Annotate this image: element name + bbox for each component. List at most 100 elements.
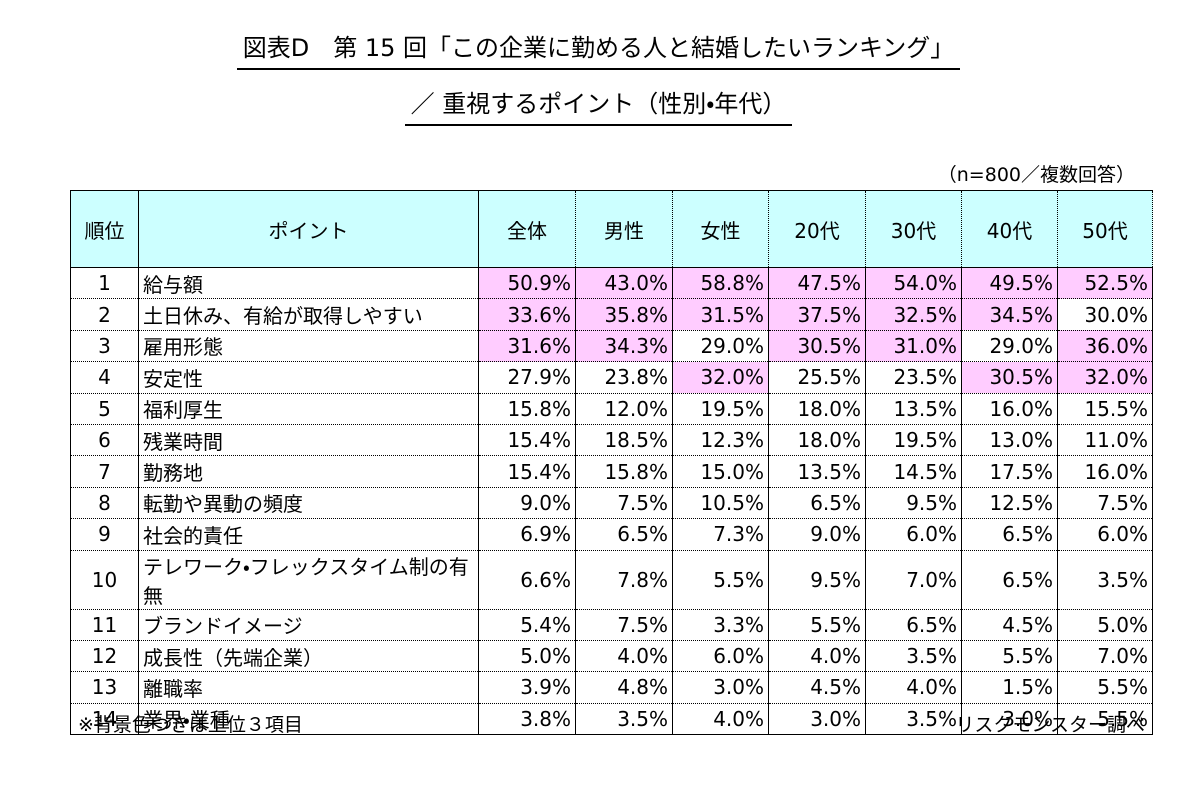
- value-cell: 5.5%: [1057, 671, 1153, 704]
- value-cell: 3.9%: [478, 671, 576, 704]
- value-cell: 5.0%: [478, 640, 576, 673]
- value-cell: 3.0%: [961, 703, 1058, 736]
- table-row: 5 福利厚生 15.8% 12.0% 19.5% 18.0% 13.5% 16.0% 15.5%: [70, 393, 1153, 425]
- table-row: 6 残業時間 15.4% 18.5% 12.3% 18.0% 19.5% 13.0% 11.0%: [70, 424, 1153, 457]
- value-cell: 15.0%: [672, 455, 769, 488]
- value-cell: 4.0%: [672, 703, 769, 736]
- column-header: 全体: [478, 190, 576, 268]
- column-header: 順位: [70, 190, 139, 268]
- value-cell: 30.0%: [1057, 298, 1153, 331]
- value-cell: 15.8%: [575, 455, 673, 488]
- value-cell: 3.5%: [865, 640, 962, 673]
- column-header: 50代: [1057, 190, 1153, 268]
- value-cell: 12.3%: [672, 424, 769, 457]
- table-row: 4 安定性 27.9% 23.8% 32.0% 25.5% 23.5% 30.5% 32.0%: [70, 361, 1153, 394]
- rank-cell: 6: [70, 424, 139, 457]
- value-cell: 19.5%: [865, 424, 962, 457]
- value-cell: 3.3%: [672, 609, 769, 641]
- value-cell: 5.5%: [768, 609, 866, 641]
- value-cell: 31.6%: [478, 330, 576, 363]
- column-header: 20代: [768, 190, 866, 268]
- table-row: 3 雇用形態 31.6% 34.3% 29.0% 30.5% 31.0% 29.0% 36.0%: [70, 330, 1153, 363]
- ranking-table: 順位 ポイント 全体 男性 女性 20代 30代 40代 50代 1 給与額 50.9% 43.0% 5…: [70, 190, 1153, 736]
- title: 図表D 第 15 回「この企業に勤める人と結婚したいランキング」: [236, 34, 961, 70]
- value-cell: 7.5%: [575, 487, 673, 520]
- footnote: ※背景色つきは上位３項目: [78, 714, 303, 736]
- value-cell: 1.5%: [961, 671, 1058, 704]
- column-header: 30代: [865, 190, 962, 268]
- value-cell: 15.5%: [1057, 393, 1153, 425]
- column-header: 40代: [961, 190, 1058, 268]
- table-row: 9 社会的責任 6.9% 6.5% 7.3% 9.0% 6.0% 6.5% 6.0%: [70, 518, 1153, 551]
- rank-cell: 12: [70, 640, 139, 673]
- value-cell: 58.8%: [672, 267, 769, 300]
- value-cell: 4.5%: [961, 609, 1058, 641]
- value-cell: 18.5%: [575, 424, 673, 457]
- value-cell: 4.0%: [575, 640, 673, 673]
- value-cell: 12.0%: [575, 393, 673, 425]
- value-cell: 3.0%: [768, 703, 866, 736]
- value-cell: 5.0%: [1057, 609, 1153, 641]
- value-cell: 16.0%: [961, 393, 1058, 425]
- header-row: 順位 ポイント 全体 男性 女性 20代 30代 40代 50代: [70, 190, 1153, 268]
- value-cell: 3.0%: [672, 671, 769, 704]
- point-cell: 福利厚生: [138, 393, 479, 425]
- value-cell: 52.5%: [1057, 267, 1153, 300]
- point-cell: 給与額: [138, 267, 479, 300]
- value-cell: 18.0%: [768, 424, 866, 457]
- value-cell: 15.8%: [478, 393, 576, 425]
- value-cell: 34.5%: [961, 298, 1058, 331]
- subtitle-line: ／ 重視するポイント（性別・年代）: [0, 84, 1197, 126]
- table-row: 7 勤務地 15.4% 15.8% 15.0% 13.5% 14.5% 17.5% 16.0%: [70, 455, 1153, 488]
- value-cell: 5.4%: [478, 609, 576, 641]
- value-cell: 7.0%: [865, 550, 962, 610]
- value-cell: 29.0%: [672, 330, 769, 363]
- point-cell: 勤務地: [138, 455, 479, 488]
- rank-cell: 2: [70, 298, 139, 331]
- value-cell: 15.4%: [478, 455, 576, 488]
- title-line: 図表D 第 15 回「この企業に勤める人と結婚したいランキング」: [0, 28, 1197, 70]
- value-cell: 27.9%: [478, 361, 576, 394]
- value-cell: 5.5%: [1057, 703, 1153, 736]
- value-cell: 9.5%: [865, 487, 962, 520]
- value-cell: 54.0%: [865, 267, 962, 300]
- value-cell: 37.5%: [768, 298, 866, 331]
- value-cell: 14.5%: [865, 455, 962, 488]
- value-cell: 31.5%: [672, 298, 769, 331]
- table-row: 1 給与額 50.9% 43.0% 58.8% 47.5% 54.0% 49.5% 52.5%: [70, 267, 1153, 300]
- value-cell: 13.0%: [961, 424, 1058, 457]
- value-cell: 6.6%: [478, 550, 576, 610]
- source: リスクモンスター調べ: [955, 714, 1145, 736]
- point-cell: 残業時間: [138, 424, 479, 457]
- value-cell: 10.5%: [672, 487, 769, 520]
- point-cell: 離職率: [138, 671, 479, 704]
- table-row: 14 業界・業種 3.8% 3.5% 4.0% 3.0% 3.5% 3.0% 5.5%: [70, 703, 1153, 736]
- column-header: 男性: [575, 190, 673, 268]
- value-cell: 6.9%: [478, 518, 576, 551]
- rank-cell: 4: [70, 361, 139, 394]
- value-cell: 29.0%: [961, 330, 1058, 363]
- value-cell: 6.0%: [1057, 518, 1153, 551]
- value-cell: 25.5%: [768, 361, 866, 394]
- value-cell: 3.5%: [1057, 550, 1153, 610]
- value-cell: 4.8%: [575, 671, 673, 704]
- value-cell: 43.0%: [575, 267, 673, 300]
- value-cell: 13.5%: [768, 455, 866, 488]
- rank-cell: 10: [70, 550, 139, 610]
- value-cell: 19.5%: [672, 393, 769, 425]
- rank-cell: 5: [70, 393, 139, 425]
- value-cell: 31.0%: [865, 330, 962, 363]
- value-cell: 4.5%: [768, 671, 866, 704]
- value-cell: 12.5%: [961, 487, 1058, 520]
- value-cell: 17.5%: [961, 455, 1058, 488]
- rank-cell: 1: [70, 267, 139, 300]
- value-cell: 6.5%: [575, 518, 673, 551]
- value-cell: 11.0%: [1057, 424, 1153, 457]
- value-cell: 5.5%: [672, 550, 769, 610]
- rank-cell: 9: [70, 518, 139, 551]
- value-cell: 33.6%: [478, 298, 576, 331]
- table-row: 10 テレワーク・フレックスタイム制の有無 6.6% 7.8% 5.5% 9.5% 7.0%…: [70, 550, 1153, 610]
- point-cell: 雇用形態: [138, 330, 479, 363]
- point-cell: 成長性（先端企業）: [138, 640, 479, 673]
